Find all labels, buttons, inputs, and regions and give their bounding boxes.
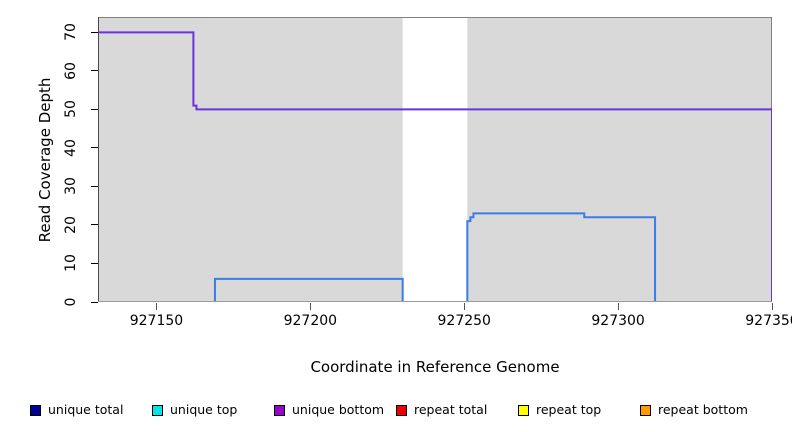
y-tick-label: 20	[63, 216, 79, 234]
y-tick-mark	[91, 262, 98, 264]
legend-item-unique-top: unique top	[152, 403, 274, 417]
y-tick-mark	[91, 301, 98, 303]
y-tick-mark	[91, 108, 98, 110]
legend-swatch-icon	[396, 404, 407, 416]
x-tick-mark	[617, 303, 619, 310]
y-tick-mark	[91, 31, 98, 33]
legend-swatch-icon	[274, 404, 285, 416]
plot-area	[98, 17, 772, 302]
y-tick-mark	[91, 224, 98, 226]
x-tick-mark	[155, 303, 157, 310]
x-tick-mark	[309, 303, 311, 310]
x-tick-mark	[463, 303, 465, 310]
panel-gap-0	[402, 17, 468, 302]
chart-legend: unique total unique top unique bottom repea…	[0, 398, 792, 422]
x-tick-mark	[771, 303, 773, 310]
series-unique-total	[98, 212, 772, 302]
legend-swatch-icon	[30, 404, 41, 416]
y-tick-mark	[91, 70, 98, 72]
legend-item-repeat-top: repeat top	[518, 403, 640, 417]
y-tick-label: 30	[63, 177, 79, 196]
x-tick-label: 927250	[437, 313, 491, 329]
legend-label: unique top	[170, 402, 238, 417]
legend-swatch-icon	[518, 404, 529, 416]
y-tick-label: 40	[63, 139, 79, 157]
series-unique-bottom	[98, 31, 772, 302]
plot-canvas	[98, 17, 772, 302]
legend-item-repeat-total: repeat total	[396, 403, 518, 417]
y-tick-label: 70	[63, 23, 79, 42]
legend-item-unique-total: unique total	[30, 403, 152, 417]
y-tick-label: 60	[63, 62, 79, 80]
y-tick-label: 50	[63, 100, 79, 119]
legend-swatch-icon	[640, 404, 651, 416]
legend-label: repeat bottom	[658, 402, 748, 417]
y-axis-title: Read Coverage Depth	[36, 77, 54, 243]
x-tick-label: 927200	[283, 313, 338, 329]
y-tick-mark	[91, 147, 98, 149]
legend-swatch-icon	[152, 404, 163, 416]
legend-item-unique-bottom: unique bottom	[274, 403, 396, 417]
y-tick-label: 0	[63, 297, 79, 307]
x-tick-label: 927300	[591, 313, 645, 329]
x-axis-title: Coordinate in Reference Genome	[310, 358, 560, 376]
x-tick-label: 927150	[129, 313, 184, 329]
legend-item-repeat-bottom: repeat bottom	[640, 403, 762, 417]
legend-label: repeat top	[536, 402, 602, 417]
legend-label: unique bottom	[292, 402, 385, 417]
legend-label: repeat total	[414, 402, 488, 417]
y-tick-mark	[91, 185, 98, 187]
y-tick-label: 10	[63, 254, 79, 273]
x-tick-label: 927350	[745, 313, 792, 329]
legend-label: unique total	[48, 402, 124, 417]
